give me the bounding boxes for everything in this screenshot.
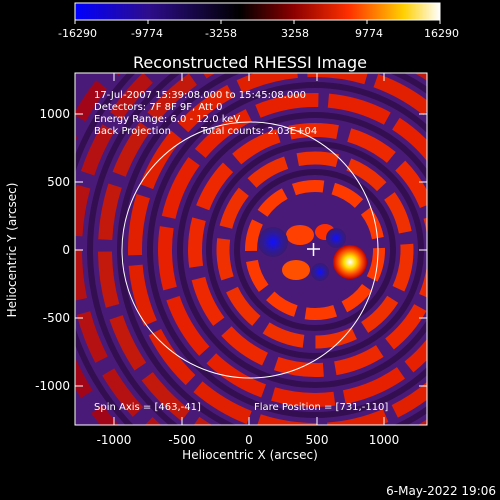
y-tick-label: 500 [47,175,70,189]
axis-ticks [75,73,427,425]
plot-title: Reconstructed RHESSI Image [133,53,367,72]
flare-position-text: Flare Position = [731,-110] [254,402,388,413]
spin-axis-marker [307,243,320,256]
footer-date: 6-May-2022 19:06 [386,484,496,498]
solar-limb-circle [121,121,379,379]
colorbar-tick-label: -3258 [205,27,237,40]
colorbar-tick-label: 9774 [355,27,383,40]
y-tick-label: 1000 [39,107,70,121]
x-tick-label: 1000 [369,433,400,447]
detectors-text: Detectors: 7F 8F 9F, Att 0 [94,102,222,113]
y-tick-label: 0 [62,243,70,257]
x-tick-label: -500 [168,433,195,447]
x-tick-label: 500 [306,433,329,447]
total-counts-text: Total counts: 2.03E+04 [200,126,317,137]
colorbar-tick-label: -9774 [131,27,163,40]
time-range-text: 17-Jul-2007 15:39:08.000 to 15:45:08.000 [94,90,306,101]
colorbar-tick-label: 16290 [424,27,459,40]
colorbar: -16290 -9774 -3258 3258 9774 16290 [58,2,459,40]
colorbar-ticks [74,20,441,24]
y-tick-label: -1000 [35,379,70,393]
plot-frame [74,72,428,426]
reconstructed-image [75,73,427,425]
spin-axis-text: Spin Axis = [463,-41] [94,402,201,413]
y-axis-label: Heliocentric Y (arcsec) [5,183,19,318]
x-axis-label: Heliocentric X (arcsec) [182,448,318,462]
colorbar-tick-label: 3258 [281,27,309,40]
energy-range-text: Energy Range: 6.0 - 12.0 keV [94,114,240,125]
method-text: Back Projection [94,126,171,137]
x-tick-label: 0 [245,433,253,447]
colorbar-gradient [74,2,441,21]
y-tick-label: -500 [43,311,70,325]
x-tick-label: -1000 [97,433,132,447]
colorbar-tick-label: -16290 [58,27,97,40]
